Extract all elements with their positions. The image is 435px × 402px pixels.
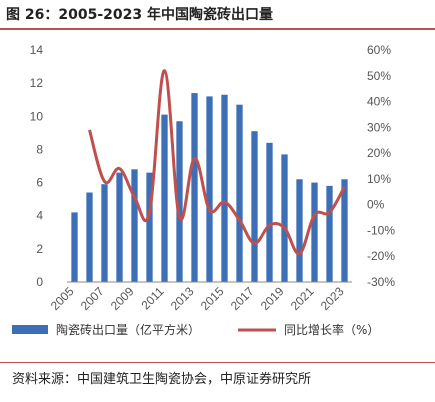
bar-2019 xyxy=(281,154,288,282)
bar-2017 xyxy=(251,131,258,282)
bar-2010 xyxy=(146,172,153,282)
bar-2009 xyxy=(131,169,138,282)
y-left-tick-label: 0 xyxy=(36,275,43,289)
bar-2022 xyxy=(326,185,333,282)
bar-2011 xyxy=(161,114,168,282)
y-right-tick-label: -10% xyxy=(367,223,395,237)
chart-title: 图 26：2005-2023 年中国陶瓷砖出口量 xyxy=(6,7,273,23)
x-tick-label: 2009 xyxy=(108,284,137,313)
legend-line-label: 同比增长率（%） xyxy=(284,322,379,337)
line-series xyxy=(88,69,346,256)
y-left-tick-label: 12 xyxy=(30,76,44,90)
legend: 陶瓷砖出口量（亿平方米） 同比增长率（%） xyxy=(12,322,379,337)
y-left-tick-label: 6 xyxy=(36,176,43,190)
y-right-tick-label: 50% xyxy=(367,69,391,83)
bar-2018 xyxy=(266,142,273,282)
x-tick-label: 2019 xyxy=(258,284,287,313)
bar-2012 xyxy=(176,121,183,282)
y-left-tick-label: 14 xyxy=(30,43,44,57)
title-divider xyxy=(0,28,435,30)
chart-area: 0 2 4 6 8 10 12 14 -30% -20% -10% 0% 10% 20% 30% 40% 50… xyxy=(12,43,395,337)
y-left-tick-label: 2 xyxy=(36,242,43,256)
x-tick-label: 2023 xyxy=(318,284,347,313)
y-right-tick-label: 60% xyxy=(367,43,391,57)
y-right-tick-label: 40% xyxy=(367,95,391,109)
x-tick-label: 2013 xyxy=(168,284,197,313)
x-tick-label: 2015 xyxy=(198,284,227,313)
x-tick-label: 2011 xyxy=(138,284,166,312)
bar-2023 xyxy=(341,179,348,282)
y-left-tick-label: 10 xyxy=(30,109,44,123)
y-right-tick-label: -20% xyxy=(367,249,395,263)
x-axis: 2005 2007 2009 2011 2013 2015 2017 2019 2021 2023 xyxy=(48,281,352,313)
bar-2016 xyxy=(236,104,243,282)
growth-rate-line xyxy=(88,69,346,256)
bar-2006 xyxy=(86,192,93,282)
bar-series xyxy=(71,93,348,283)
x-tick-label: 2007 xyxy=(78,284,107,313)
bar-2005 xyxy=(71,212,78,282)
y-right-tick-label: 10% xyxy=(367,172,391,186)
y-right-tick-label: 30% xyxy=(367,120,391,134)
legend-bar-swatch xyxy=(12,325,48,334)
source-divider xyxy=(0,362,435,363)
y-right-tick-label: -30% xyxy=(367,275,395,289)
x-tick-label: 2021 xyxy=(288,284,317,313)
left-axis: 0 2 4 6 8 10 12 14 xyxy=(30,43,44,289)
y-right-tick-label: 0% xyxy=(367,198,385,212)
x-tick-label: 2005 xyxy=(48,284,77,313)
bar-2021 xyxy=(311,182,318,282)
y-right-tick-label: 20% xyxy=(367,146,391,160)
bar-2015 xyxy=(221,94,228,282)
bar-2007 xyxy=(101,184,108,282)
bar-2020 xyxy=(296,179,303,282)
right-axis: -30% -20% -10% 0% 10% 20% 30% 40% 50% 60% xyxy=(367,43,395,289)
y-left-tick-label: 4 xyxy=(36,209,43,223)
source-note: 资料来源：中国建筑卫生陶瓷协会，中原证券研究所 xyxy=(12,372,312,387)
bar-2008 xyxy=(116,172,123,282)
y-left-tick-label: 8 xyxy=(36,142,43,156)
bar-2013 xyxy=(191,93,198,282)
bar-2014 xyxy=(206,96,213,283)
legend-bar-label: 陶瓷砖出口量（亿平方米） xyxy=(56,322,200,337)
x-tick-label: 2017 xyxy=(228,284,257,313)
